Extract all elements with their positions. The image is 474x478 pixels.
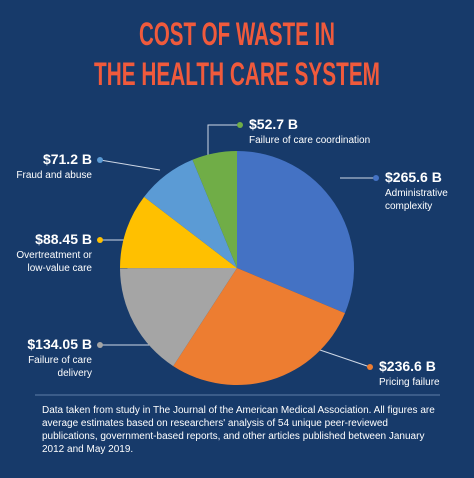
leader-lines (99, 124, 376, 368)
category-label: Administrative complexity (385, 188, 448, 212)
value-label: $236.6 B (379, 358, 436, 374)
pie-slice (192, 151, 237, 268)
chart-title: THE HEALTH CARE SYSTEM (94, 56, 380, 92)
pie-slice (237, 151, 355, 314)
category-label: Failure of care delivery (28, 355, 92, 379)
chart-title: COST OF WASTE IN (139, 16, 335, 52)
pie-slice (120, 196, 237, 269)
label-dot (97, 342, 103, 348)
value-label: $52.7 B (249, 116, 299, 132)
value-label: $134.05 B (27, 336, 92, 352)
value-label: $265.6 B (385, 169, 442, 185)
label-dot (97, 157, 103, 163)
pie (120, 151, 355, 386)
pie-slice (144, 159, 237, 268)
label-dot (367, 364, 373, 370)
leader-line (319, 349, 371, 368)
leader-line (99, 159, 161, 171)
pie-slice (173, 268, 345, 386)
label-dot (97, 237, 103, 243)
value-label: $88.45 B (35, 231, 92, 247)
label-dot (373, 175, 379, 181)
category-label: Failure of care coordination (249, 135, 371, 146)
pie-slice (120, 268, 237, 367)
footnote: Data taken from study in The Journal of … (42, 405, 435, 455)
label-dot (237, 122, 243, 128)
category-label: Pricing failure (379, 377, 440, 388)
value-label: $71.2 B (42, 151, 92, 167)
category-label: Fraud and abuse (16, 170, 92, 181)
category-label: Overtreatment or low-value care (16, 250, 92, 274)
leader-line (207, 124, 240, 160)
